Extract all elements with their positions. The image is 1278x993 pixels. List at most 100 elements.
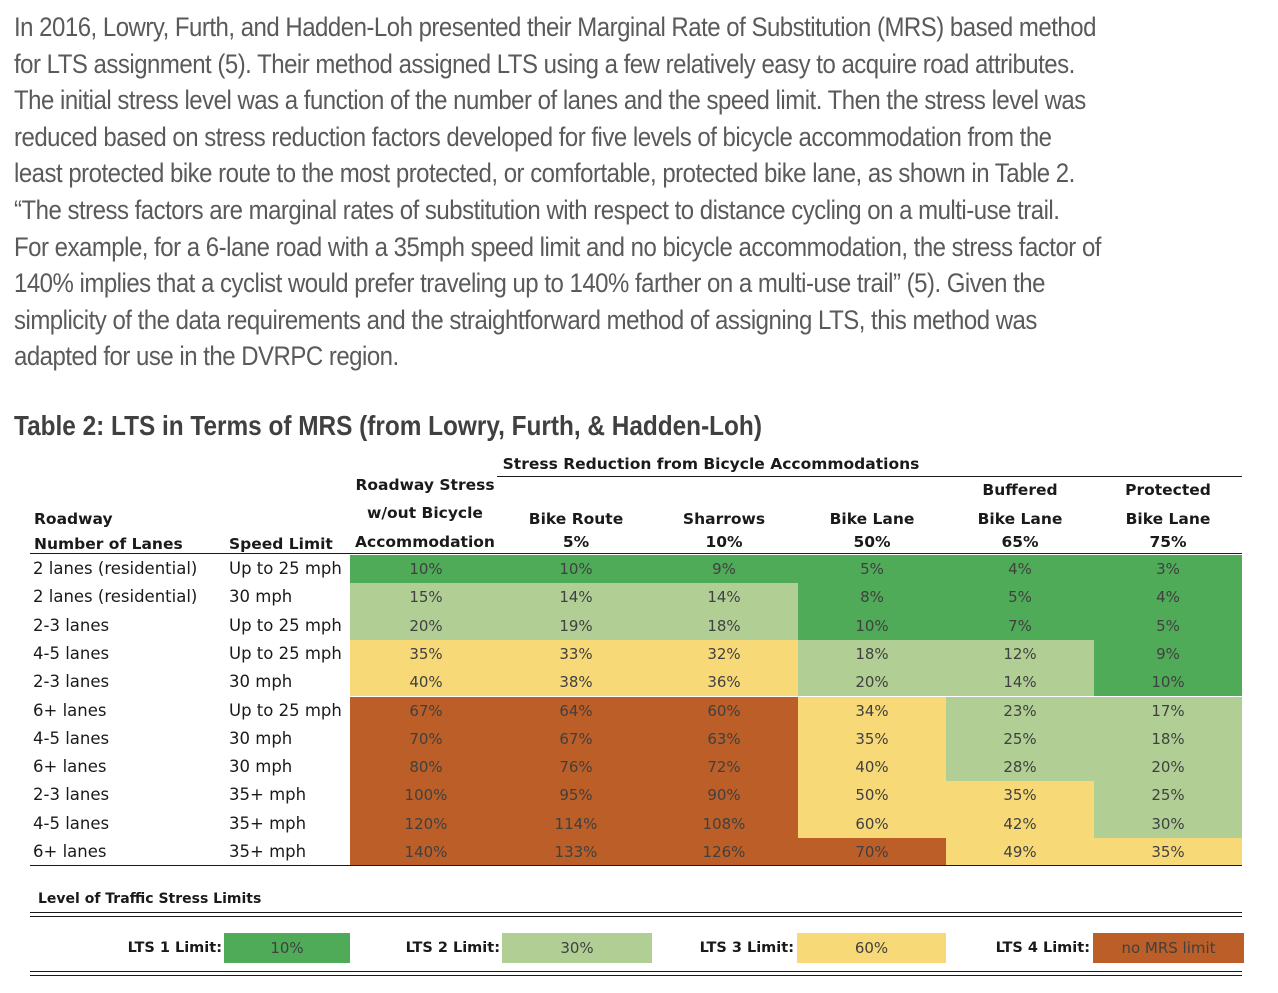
table-cell: 126% xyxy=(650,838,798,867)
table-title: Table 2: LTS in Terms of MRS (from Lowry… xyxy=(14,410,762,441)
table-cell: 5% xyxy=(1094,611,1242,640)
table-cell: 49% xyxy=(946,838,1094,867)
table-cell: 12% xyxy=(946,639,1094,669)
column-header-name: Sharrows xyxy=(682,510,766,528)
row-speed-label: 35+ mph xyxy=(229,785,307,805)
table-cell: 63% xyxy=(650,724,798,754)
paragraph-line: adapted for use in the DVRPC region. xyxy=(14,341,399,372)
table-cell: 60% xyxy=(650,696,798,725)
table-cell: 7% xyxy=(946,611,1094,640)
table-cell: 72% xyxy=(650,753,798,782)
table-cell: 108% xyxy=(650,809,798,838)
table-cell: 18% xyxy=(798,639,946,669)
table-cell: 64% xyxy=(502,696,650,725)
column-header-name: Bike Lane xyxy=(977,510,1063,528)
column-header-pct: 10% xyxy=(705,533,743,551)
table-cell: 10% xyxy=(502,555,650,584)
paragraph-line: 140% implies that a cyclist would prefer… xyxy=(14,268,1045,299)
legend-swatch-lts1: 10% xyxy=(224,933,350,963)
table-cell: 10% xyxy=(798,611,946,640)
row-speed-label: Up to 25 mph xyxy=(229,559,342,578)
table-cell: 20% xyxy=(1094,753,1242,782)
row-lanes-label: 2 lanes (residential) xyxy=(33,587,198,607)
row-lanes-label: 2 lanes (residential) xyxy=(33,559,198,578)
row-lanes-label: 4-5 lanes xyxy=(33,643,110,663)
table-cell: 5% xyxy=(798,555,946,584)
table-cell: 18% xyxy=(1094,724,1242,754)
row-speed-label: 30 mph xyxy=(229,587,293,607)
table-cell: 5% xyxy=(946,583,1094,612)
row-speed-label: 35+ mph xyxy=(229,842,307,861)
legend-bottom-rule xyxy=(30,971,1242,976)
column-header-line1: Buffered xyxy=(982,481,1058,499)
column-header-line1: Protected xyxy=(1125,481,1211,499)
table-cell: 14% xyxy=(650,583,798,612)
paragraph-line: simplicity of the data requirements and … xyxy=(14,304,1037,335)
table-cell: 70% xyxy=(798,838,946,867)
legend-title: Level of Traffic Stress Limits xyxy=(38,891,262,907)
paragraph-line: In 2016, Lowry, Furth, and Hadden-Loh pr… xyxy=(14,12,1096,42)
table-cell: 80% xyxy=(350,753,502,782)
table-cell: 23% xyxy=(946,696,1094,725)
column-header-name: Bike Lane xyxy=(1125,510,1211,528)
table-cell: 15% xyxy=(350,583,502,612)
table-cell: 40% xyxy=(350,668,502,697)
speed-header: Speed Limit xyxy=(229,535,333,553)
lanes-header: Number of Lanes xyxy=(34,535,183,553)
table-cell: 4% xyxy=(946,555,1094,584)
column-header-pct: 75% xyxy=(1149,533,1187,551)
table-cell: 60% xyxy=(798,809,946,838)
table-cell: 67% xyxy=(502,724,650,754)
row-speed-label: Up to 25 mph xyxy=(229,615,342,635)
table-cell: 32% xyxy=(650,639,798,669)
row-speed-label: 30 mph xyxy=(229,728,293,748)
stress-header-line3: Accommodation xyxy=(355,533,495,551)
legend-swatch-lts3: 60% xyxy=(797,933,946,963)
paragraph-line: The initial stress level was a function … xyxy=(14,85,1086,116)
table-cell: 100% xyxy=(350,781,502,810)
paragraph-line: least protected bike route to the most p… xyxy=(14,158,1075,189)
table-cell: 17% xyxy=(1094,696,1242,725)
table-cell: 25% xyxy=(1094,781,1242,810)
group-header-rule xyxy=(497,476,1242,477)
table-cell: 10% xyxy=(350,555,502,584)
table-cell: 35% xyxy=(798,724,946,754)
table-cell: 50% xyxy=(798,781,946,810)
row-speed-label: Up to 25 mph xyxy=(229,643,342,663)
table-cell: 14% xyxy=(502,583,650,612)
table-cell: 114% xyxy=(502,809,650,838)
row-speed-label: 30 mph xyxy=(229,672,293,692)
row-lanes-label: 6+ lanes xyxy=(33,700,107,720)
table-cell: 18% xyxy=(650,611,798,640)
table-cell: 3% xyxy=(1094,555,1242,584)
table-cell: 8% xyxy=(798,583,946,612)
legend-label-lts2: LTS 2 Limit: xyxy=(405,940,500,956)
column-header-pct: 65% xyxy=(1001,533,1039,551)
table-cell: 9% xyxy=(650,555,798,584)
table-cell: 25% xyxy=(946,724,1094,754)
row-lanes-label: 2-3 lanes xyxy=(33,615,110,635)
table-cell: 34% xyxy=(798,696,946,725)
table-cell: 36% xyxy=(650,668,798,697)
table-cell: 133% xyxy=(502,838,650,867)
paragraph-line: reduced based on stress reduction factor… xyxy=(14,121,1052,152)
row-speed-label: 30 mph xyxy=(229,757,293,777)
table-bottom-rule xyxy=(30,865,1242,866)
row-lanes-label: 4-5 lanes xyxy=(33,728,110,748)
table-cell: 30% xyxy=(1094,809,1242,838)
row-lanes-label: 4-5 lanes xyxy=(33,813,110,833)
table-cell: 19% xyxy=(502,611,650,640)
row-speed-label: Up to 25 mph xyxy=(229,700,342,720)
table-cell: 38% xyxy=(502,668,650,697)
table-cell: 95% xyxy=(502,781,650,810)
table-cell: 9% xyxy=(1094,639,1242,669)
legend-swatch-lts2: 30% xyxy=(502,933,652,963)
table-cell: 33% xyxy=(502,639,650,669)
legend-label-lts1: LTS 1 Limit: xyxy=(127,940,222,956)
table-cell: 76% xyxy=(502,753,650,782)
legend-top-rule xyxy=(30,912,1242,917)
row-lanes-label: 6+ lanes xyxy=(33,842,107,861)
stress-header-line2: w/out Bicycle xyxy=(367,504,483,522)
table-cell: 67% xyxy=(350,696,502,725)
table-cell: 4% xyxy=(1094,583,1242,612)
